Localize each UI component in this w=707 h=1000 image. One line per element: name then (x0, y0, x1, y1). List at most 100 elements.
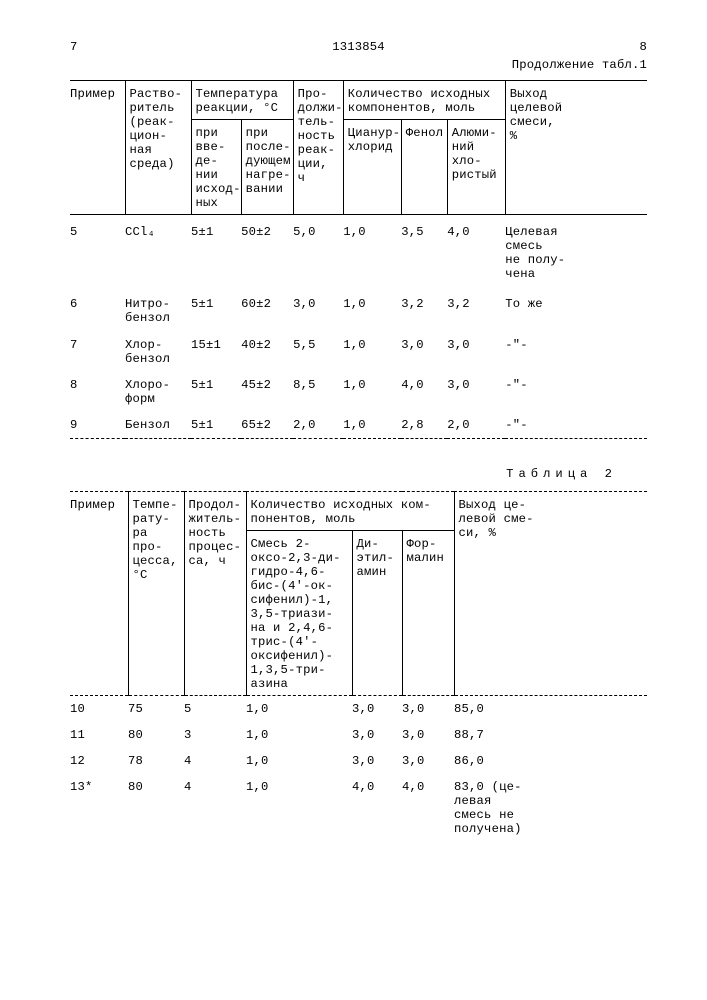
cell: 3,0 (447, 332, 505, 372)
cell: Хлоро-форм (125, 372, 191, 412)
cell: 5±1 (191, 291, 241, 331)
t2-h-c5: Ди-этил-амин (352, 530, 402, 695)
cell: 2,0 (447, 412, 505, 439)
cell: 6 (70, 291, 125, 331)
cell: То же (505, 291, 647, 331)
cell: 75 (128, 696, 184, 722)
cell: 65±2 (241, 412, 293, 439)
cell: 3,2 (447, 291, 505, 331)
cell: CCl₄ (125, 215, 191, 291)
cell: 1,0 (246, 722, 352, 748)
t2-h-c6: Фор-малин (402, 530, 454, 695)
cell: 5,0 (293, 215, 343, 291)
cell: 5 (70, 215, 125, 291)
cell: 9 (70, 412, 125, 439)
t2-h-dur: Продол-житель-ностьпроцес-са, ч (184, 492, 246, 696)
t2-h-c4: Смесь 2-оксо-2,3-ди-гидро-4,6-бис-(4'-ок… (246, 530, 352, 695)
cell: 8 (70, 372, 125, 412)
cell: 5,5 (293, 332, 343, 372)
cell: 5±1 (191, 372, 241, 412)
cell: 1,0 (343, 332, 401, 372)
table-row: 9Бензол5±165±22,01,02,82,0-"- (70, 412, 647, 439)
cell: 83,0 (це-леваясмесь неполучена) (454, 774, 647, 842)
table2-caption: Таблица 2 (70, 467, 617, 481)
cell: 85,0 (454, 696, 647, 722)
page-header: 7 1313854 8 (70, 40, 647, 54)
cell: 3,0 (402, 696, 454, 722)
cell: 3,0 (352, 748, 402, 774)
cell: 1,0 (343, 412, 401, 439)
cell: 4,0 (402, 774, 454, 842)
cell: 4 (184, 774, 246, 842)
t1-h-temp1: привве-де-нииисход-ных (191, 120, 241, 215)
cell: 1,0 (246, 748, 352, 774)
cell: -"- (505, 332, 647, 372)
t1-h-temp: Температурареакции, °С (191, 81, 293, 120)
cell: 2,8 (401, 412, 447, 439)
cell: 3,2 (401, 291, 447, 331)
page-num-left: 7 (70, 40, 78, 54)
cell: 88,7 (454, 722, 647, 748)
table-row: 5CCl₄5±150±25,01,03,54,0Целеваясмесьне п… (70, 215, 647, 291)
page-num-right: 8 (639, 40, 647, 54)
t1-h-temp2: припосле-дующемнагре-вании (241, 120, 293, 215)
cell: 1,0 (246, 774, 352, 842)
cell: 4 (184, 748, 246, 774)
cell: 3,5 (401, 215, 447, 291)
cell: 7 (70, 332, 125, 372)
table1-caption: Продолжение табл.1 (70, 58, 647, 72)
cell: 4,0 (401, 372, 447, 412)
cell: 3,0 (293, 291, 343, 331)
cell: 2,0 (293, 412, 343, 439)
cell: 3,0 (402, 748, 454, 774)
t1-h-comp3: Алюми-нийхло-ристый (447, 120, 505, 215)
t1-h-yield: Выходцелевойсмеси,% (505, 81, 647, 215)
cell: Нитро-бензол (125, 291, 191, 331)
cell: 80 (128, 722, 184, 748)
cell: 4,0 (447, 215, 505, 291)
table-row: 6Нитро-бензол5±160±23,01,03,23,2То же (70, 291, 647, 331)
t1-h-components: Количество исходныхкомпонентов, моль (343, 81, 505, 120)
cell: 60±2 (241, 291, 293, 331)
table-row: 118031,03,03,088,7 (70, 722, 647, 748)
t1-h-comp2: Фенол (401, 120, 447, 215)
cell: 8,5 (293, 372, 343, 412)
cell: Бензол (125, 412, 191, 439)
cell: 80 (128, 774, 184, 842)
cell: 12 (70, 748, 128, 774)
cell: 10 (70, 696, 128, 722)
t1-h-duration: Про-должи-тель-ностьреак-ции,ч (293, 81, 343, 215)
cell: 3,0 (401, 332, 447, 372)
cell: 11 (70, 722, 128, 748)
cell: 45±2 (241, 372, 293, 412)
cell: Хлор-бензол (125, 332, 191, 372)
t1-h-solvent: Раство-ритель(реак-цион-наясреда) (125, 81, 191, 215)
table-row: 8Хлоро-форм5±145±28,51,04,03,0-"- (70, 372, 647, 412)
cell: 3,0 (402, 722, 454, 748)
cell: -"- (505, 412, 647, 439)
table-row: 127841,03,03,086,0 (70, 748, 647, 774)
doc-number: 1313854 (332, 40, 385, 54)
t2-h-temp: Темпе-рату-рапро-цесса,°С (128, 492, 184, 696)
cell: 4,0 (352, 774, 402, 842)
cell: 5 (184, 696, 246, 722)
cell: -"- (505, 372, 647, 412)
t2-h-example: Пример (70, 492, 128, 696)
cell: 3,0 (447, 372, 505, 412)
table-row: 13*8041,04,04,083,0 (це-леваясмесь непол… (70, 774, 647, 842)
cell: 1,0 (343, 215, 401, 291)
cell: 13* (70, 774, 128, 842)
cell: 50±2 (241, 215, 293, 291)
cell: 5±1 (191, 215, 241, 291)
cell: 1,0 (343, 291, 401, 331)
t1-h-comp1: Цианур-хлорид (343, 120, 401, 215)
cell: 3,0 (352, 722, 402, 748)
t2-h-comp: Количество исходных ком-понентов, моль (246, 492, 454, 531)
cell: 78 (128, 748, 184, 774)
table-1: Пример Раство-ритель(реак-цион-наясреда)… (70, 80, 647, 439)
cell: 40±2 (241, 332, 293, 372)
table-row: 7Хлор-бензол15±140±25,51,03,03,0-"- (70, 332, 647, 372)
cell: 1,0 (246, 696, 352, 722)
cell: 86,0 (454, 748, 647, 774)
cell: Целеваясмесьне полу-чена (505, 215, 647, 291)
